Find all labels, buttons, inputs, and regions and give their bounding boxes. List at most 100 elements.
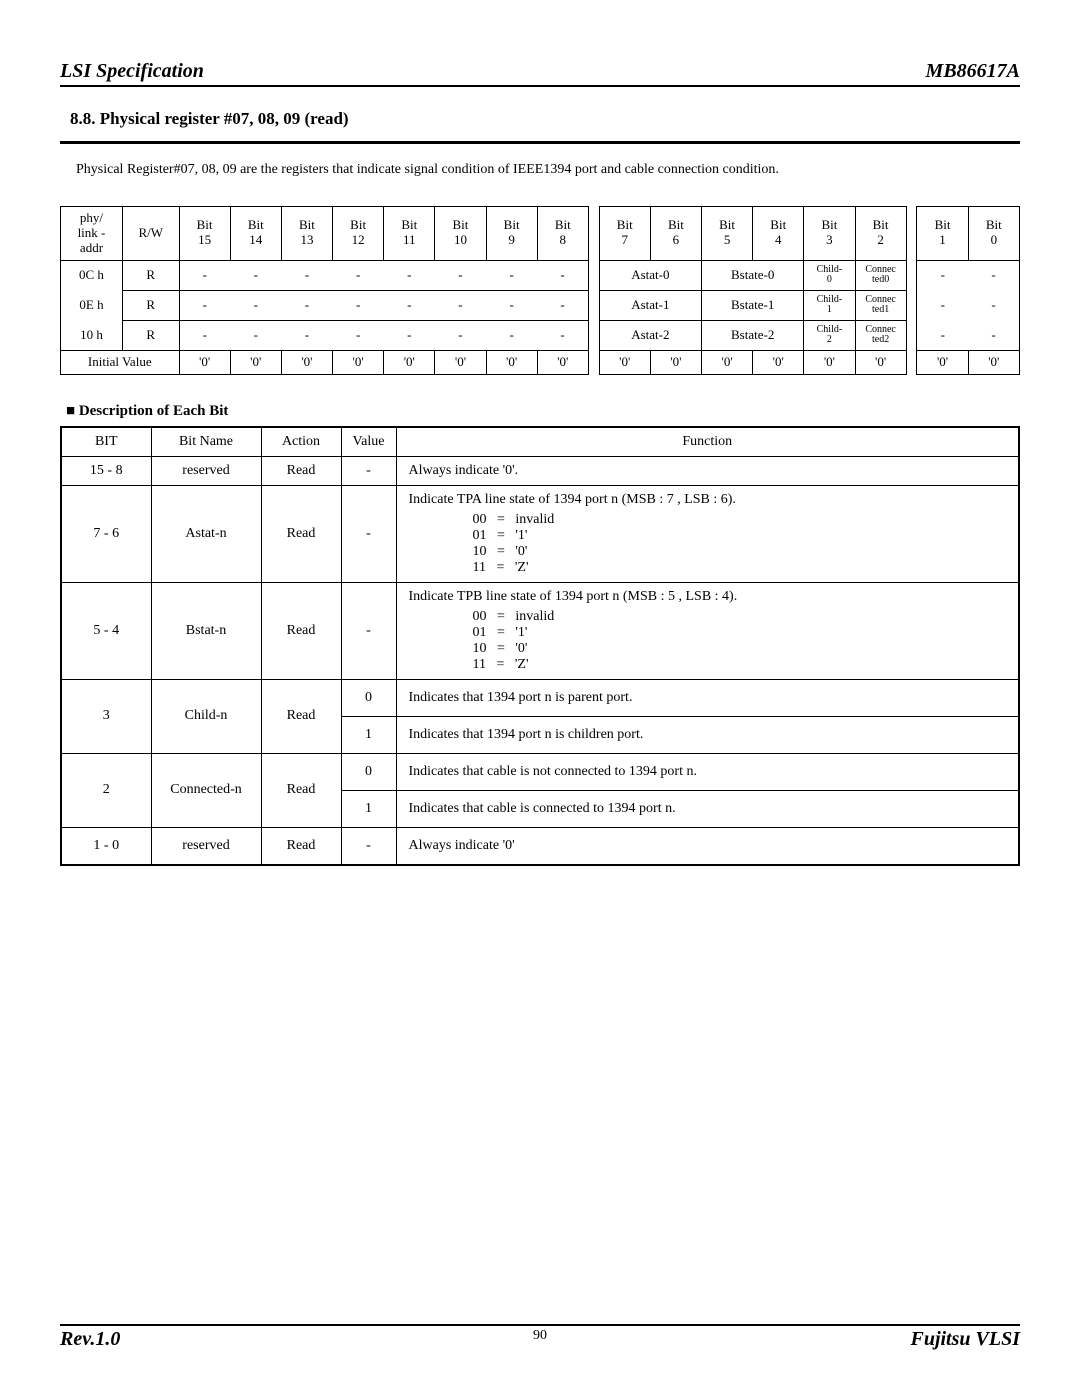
bit-header: Bit 5 [702, 207, 753, 261]
iv-cell: '0' [855, 350, 906, 374]
value-cell: - [341, 582, 396, 679]
gap [906, 260, 917, 290]
cell: - [968, 290, 1019, 320]
function-cell: Indicates that cable is connected to 139… [396, 790, 1019, 827]
child-cell: Child- 0 [804, 260, 855, 290]
iv-cell: '0' [599, 350, 650, 374]
iv-cell: '0' [384, 350, 435, 374]
gap [906, 350, 917, 374]
name-cell: Bstat-n [151, 582, 261, 679]
desc-row: 1 - 0 reserved Read - Always indicate '0… [61, 827, 1019, 865]
astat-cell: Astat-2 [599, 320, 701, 350]
cell: - [435, 290, 486, 320]
addr-cell: 0C h [61, 260, 123, 290]
function-cell: Always indicate '0'. [396, 456, 1019, 485]
divider [60, 141, 1020, 144]
iv-cell: '0' [753, 350, 804, 374]
cell: - [333, 260, 384, 290]
iv-cell: '0' [702, 350, 753, 374]
cell: - [537, 320, 588, 350]
action-cell: Read [261, 827, 341, 865]
table-row: 0E h R - - - - - - - - Astat-1 Bstate-1 … [61, 290, 1020, 320]
value-cell: - [341, 456, 396, 485]
bit-header: Bit 6 [650, 207, 701, 261]
footer-vendor: Fujitsu VLSI [700, 1328, 1020, 1351]
cell: - [435, 260, 486, 290]
conn-cell: Connec ted2 [855, 320, 906, 350]
action-cell: Read [261, 753, 341, 827]
astat-cell: Astat-1 [599, 290, 701, 320]
bit-header: Bit 7 [599, 207, 650, 261]
fn-block: 00 = invalid 01 = '1' 10 = '0' 11 = 'Z' [473, 512, 555, 576]
conn-cell: Connec ted1 [855, 290, 906, 320]
astat-cell: Astat-0 [599, 260, 701, 290]
col-header: Value [341, 427, 396, 457]
iv-cell: '0' [281, 350, 332, 374]
bstat-cell: Bstate-2 [702, 320, 804, 350]
cell: - [230, 260, 281, 290]
action-cell: Read [261, 485, 341, 582]
value-cell: 0 [341, 753, 396, 790]
value-cell: 1 [341, 790, 396, 827]
action-cell: Read [261, 456, 341, 485]
desc-header-row: BIT Bit Name Action Value Function [61, 427, 1019, 457]
function-cell: Indicate TPB line state of 1394 port n (… [396, 582, 1019, 679]
gap [906, 320, 917, 350]
bit-header: Bit 10 [435, 207, 486, 261]
table-row: 10 h R - - - - - - - - Astat-2 Bstate-2 … [61, 320, 1020, 350]
cell: - [486, 320, 537, 350]
name-cell: Astat-n [151, 485, 261, 582]
desc-row: 15 - 8 reserved Read - Always indicate '… [61, 456, 1019, 485]
footer-rev: Rev.1.0 [60, 1328, 380, 1351]
cell: - [486, 290, 537, 320]
bit-header: Bit 1 [917, 207, 968, 261]
bit-header: Bit 0 [968, 207, 1019, 261]
iv-cell: '0' [917, 350, 968, 374]
value-cell: 0 [341, 679, 396, 716]
table-row: 0C h R - - - - - - - - Astat-0 Bstate-0 … [61, 260, 1020, 290]
gap [588, 350, 599, 374]
col-rw-header: R/W [122, 207, 179, 261]
desc-row: 5 - 4 Bstat-n Read - Indicate TPB line s… [61, 582, 1019, 679]
footer-page: 90 [380, 1328, 700, 1351]
bit-cell: 7 - 6 [61, 485, 151, 582]
bit-header: Bit 4 [753, 207, 804, 261]
child-cell: Child- 2 [804, 320, 855, 350]
gap [588, 290, 599, 320]
bit-cell: 1 - 0 [61, 827, 151, 865]
description-subheader: Description of Each Bit [66, 403, 1020, 420]
bit-description-table: BIT Bit Name Action Value Function 15 - … [60, 426, 1020, 866]
iv-cell: '0' [435, 350, 486, 374]
bit-header: Bit 11 [384, 207, 435, 261]
bit-header: Bit 2 [855, 207, 906, 261]
cell: - [486, 260, 537, 290]
bit-cell: 2 [61, 753, 151, 827]
col-header: BIT [61, 427, 151, 457]
iv-cell: '0' [804, 350, 855, 374]
rw-cell: R [122, 260, 179, 290]
name-cell: reserved [151, 456, 261, 485]
cell: - [230, 320, 281, 350]
header-right: MB86617A [926, 60, 1020, 83]
gap [906, 207, 917, 261]
initial-label: Initial Value [61, 350, 180, 374]
child-cell: Child- 1 [804, 290, 855, 320]
gap [906, 290, 917, 320]
cell: - [281, 290, 332, 320]
cell: - [333, 320, 384, 350]
gap [588, 260, 599, 290]
cell: - [179, 320, 230, 350]
function-cell: Indicates that cable is not connected to… [396, 753, 1019, 790]
iv-cell: '0' [333, 350, 384, 374]
cell: - [179, 260, 230, 290]
cell: - [537, 260, 588, 290]
name-cell: Child-n [151, 679, 261, 753]
cell: - [435, 320, 486, 350]
bit-header: Bit 14 [230, 207, 281, 261]
cell: - [917, 320, 968, 350]
cell: - [281, 260, 332, 290]
fn-block: 00 = invalid 01 = '1' 10 = '0' 11 = 'Z' [473, 609, 555, 673]
iv-cell: '0' [968, 350, 1019, 374]
fn-text: Indicate TPA line state of 1394 port n (… [409, 492, 1011, 508]
action-cell: Read [261, 679, 341, 753]
